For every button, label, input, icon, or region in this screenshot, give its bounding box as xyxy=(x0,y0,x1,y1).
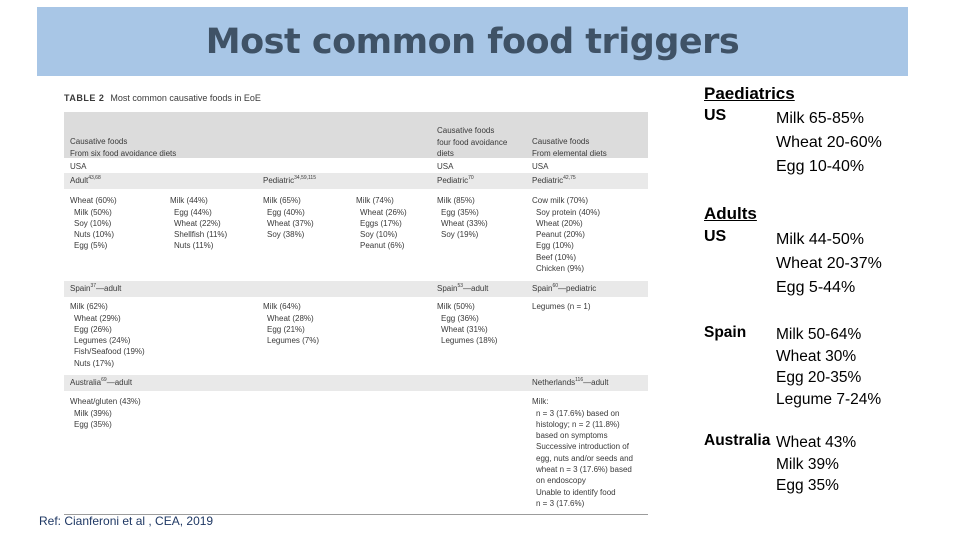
label-pediatric-four: Pediatric70 xyxy=(437,175,474,186)
row-usa-data: Wheat (60%) Milk (50%) Soy (10%) Nuts (1… xyxy=(64,189,648,281)
causative-foods-table: TABLE 2 Most common causative foods in Eo… xyxy=(64,93,648,516)
label-pediatric-six: Pediatric34,59,115 xyxy=(263,175,316,186)
list-australia: Wheat/gluten (43%) Milk (39%) Egg (35%) xyxy=(70,397,141,429)
row-australia-subheader: Australia69—adult Netherlands116—adult xyxy=(64,375,648,392)
row-usa: USA USA USA xyxy=(70,162,549,172)
spain-summary: Spain Milk 50-64% Wheat 30% Egg 20-35% L… xyxy=(704,324,944,414)
paed-us-values: Milk 65-85% Wheat 20-60% Egg 10-40% xyxy=(776,110,882,175)
table-caption-label: TABLE 2 xyxy=(64,93,105,103)
table-header: Causative foods From six food avoidance … xyxy=(64,112,648,159)
header-four-food: Causative foods four food avoidance diet… xyxy=(437,126,508,158)
row-australia-data: Wheat/gluten (43%) Milk (39%) Egg (35%) … xyxy=(64,391,648,516)
list-usa-elem: Cow milk (70%) Soy protein (40%) Wheat (… xyxy=(532,196,601,274)
list-usa-four: Milk (85%) Egg (35%) Wheat (33%) Soy (19… xyxy=(437,196,488,240)
label-adult: Adult43,68 xyxy=(70,175,101,186)
list-usa-adult-b: Milk (44%) Egg (44%) Wheat (22%) Shellfi… xyxy=(170,196,228,251)
list-spain-b: Milk (64%) Wheat (28%) Egg (21%) Legumes… xyxy=(263,302,320,346)
adult-us-values: Milk 44-50% Wheat 20-37% Egg 5-44% xyxy=(776,231,882,296)
paediatrics-section: Paediatrics xyxy=(704,84,795,104)
list-usa-adult-a: Wheat (60%) Milk (50%) Soy (10%) Nuts (1… xyxy=(70,196,117,251)
list-spain-a: Milk (62%) Wheat (29%) Egg (26%) Legumes… xyxy=(70,302,145,368)
list-usa-ped-a: Milk (65%) Egg (40%) Wheat (37%) Soy (38… xyxy=(263,196,314,240)
label-spain-four: Spain53—adult xyxy=(437,283,489,294)
adults-section: Adults xyxy=(704,204,757,224)
title-banner: Most common food triggers xyxy=(37,7,908,76)
table-caption: TABLE 2 Most common causative foods in Eo… xyxy=(64,93,648,104)
row-spain-data: Milk (62%) Wheat (29%) Egg (26%) Legumes… xyxy=(64,297,648,375)
header-elemental: Causative foods From elemental diets xyxy=(532,137,607,158)
label-pediatric-elem: Pediatric42,75 xyxy=(532,175,576,186)
paediatrics-us: US Milk 65-85% Wheat 20-60% Egg 10-40% xyxy=(704,107,944,187)
label-spain-adult: Spain37—adult xyxy=(70,283,122,294)
australia-summary: Australia Wheat 43% Milk 39% Egg 35% xyxy=(704,432,944,502)
spain-label: Spain xyxy=(704,324,747,341)
list-spain-elem: Legumes (n = 1) xyxy=(532,302,591,312)
table-caption-text: Most common causative foods in EoE xyxy=(110,93,261,103)
spain-values: Milk 50-64% Wheat 30% Egg 20-35% Legume … xyxy=(776,326,882,408)
list-usa-ped-b: Milk (74%) Wheat (26%) Eggs (17%) Soy (1… xyxy=(356,196,407,251)
reference-citation: Ref: Cianferoni et al , CEA, 2019 xyxy=(39,514,214,528)
row-spain-subheader: Spain37—adult Spain53—adult Spain60—pedi… xyxy=(64,281,648,298)
header-six-food: Causative foods From six food avoidance … xyxy=(70,137,177,158)
adult-us-label: US xyxy=(704,228,727,245)
list-spain-four: Milk (50%) Egg (36%) Wheat (31%) Legumes… xyxy=(437,302,498,346)
label-australia: Australia69—adult xyxy=(70,377,133,388)
adults-title: Adults xyxy=(704,204,757,223)
paed-us-label: US xyxy=(704,107,727,124)
australia-values: Wheat 43% Milk 39% Egg 35% xyxy=(776,434,857,494)
label-netherlands: Netherlands116—adult xyxy=(532,377,609,388)
slide-title: Most common food triggers xyxy=(205,21,740,62)
adults-us: US Milk 44-50% Wheat 20-37% Egg 5-44% xyxy=(704,228,944,308)
paediatrics-title: Paediatrics xyxy=(704,84,795,103)
australia-label: Australia xyxy=(704,432,771,449)
label-spain-ped: Spain60—pediatric xyxy=(532,283,597,294)
list-netherlands: Milk: n = 3 (17.6%) based on histology; … xyxy=(532,397,633,508)
row-usa-subheader: Adult43,68 Pediatric34,59,115 Pediatric7… xyxy=(64,173,648,190)
